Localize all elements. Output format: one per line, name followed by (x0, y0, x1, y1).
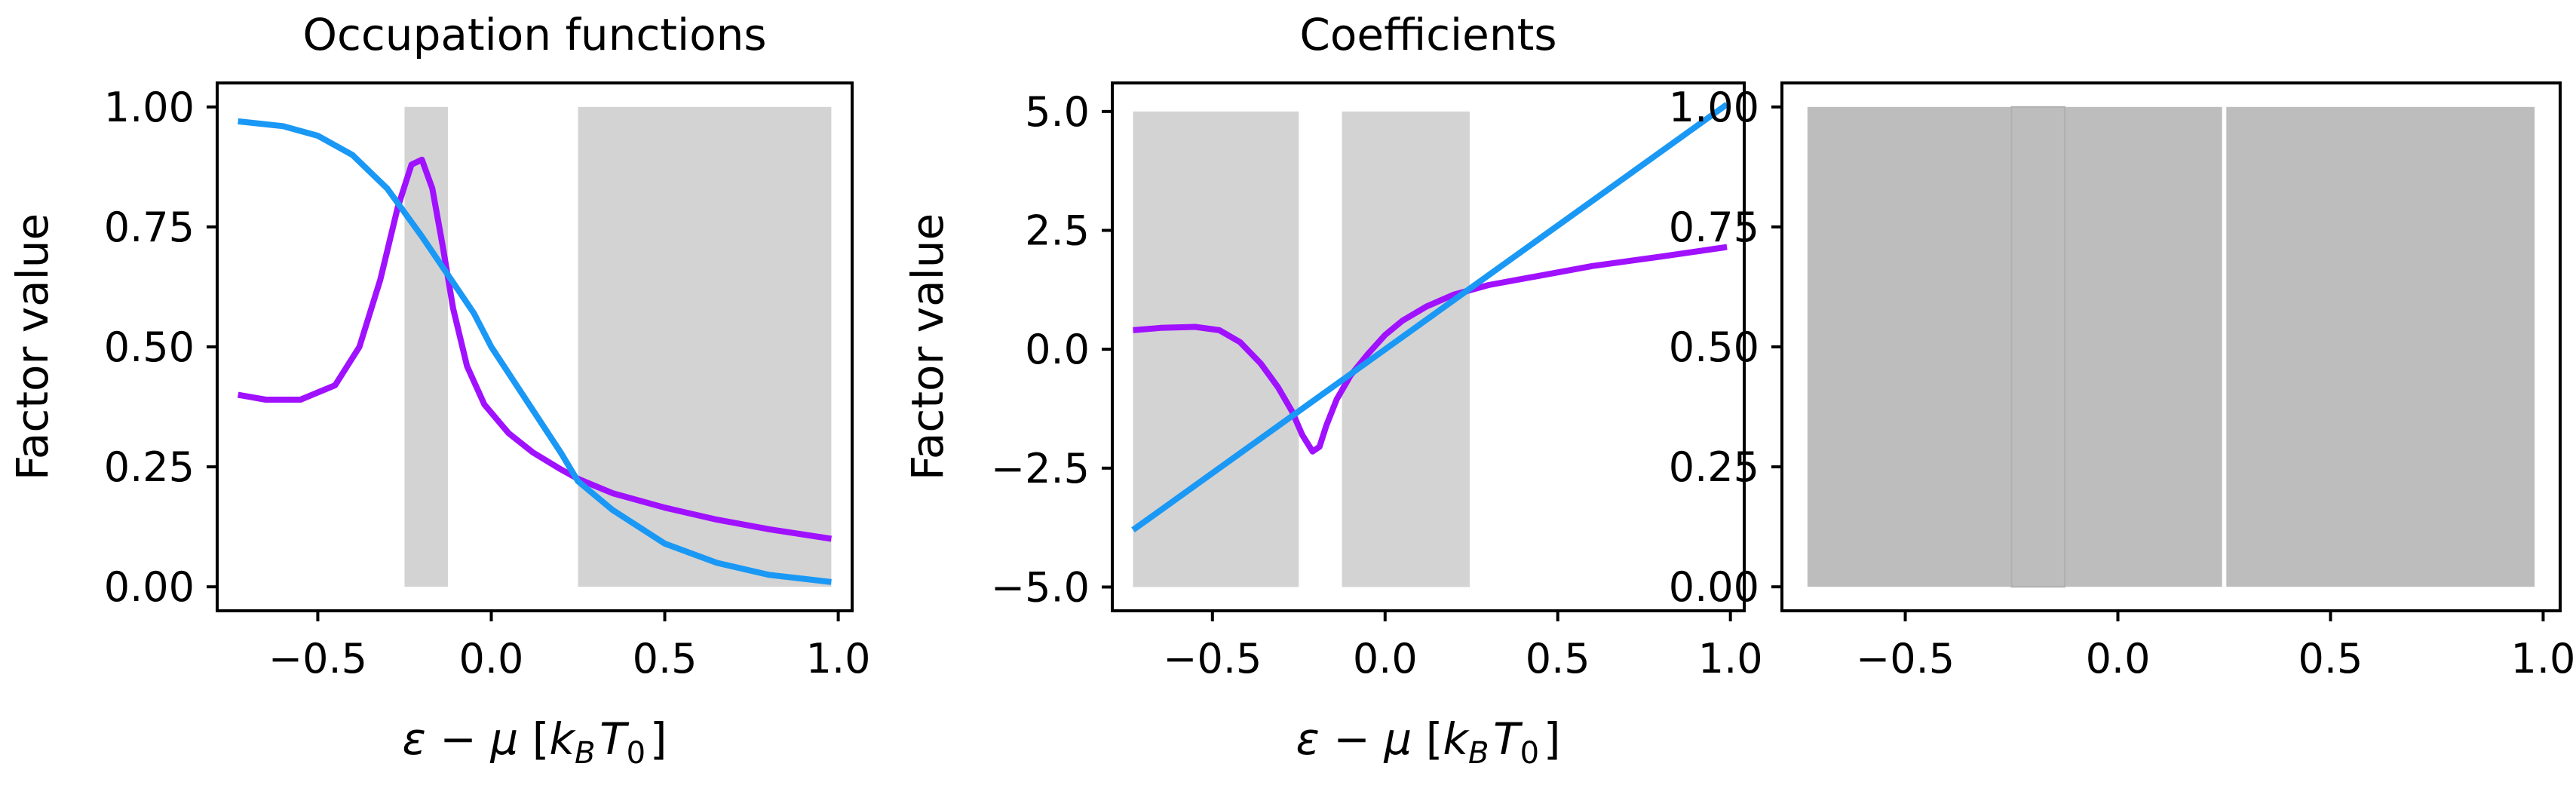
shaded-region (2010, 106, 2066, 588)
x-tick-label: 0.0 (2086, 635, 2151, 682)
y-tick-label: 1.00 (1669, 84, 1759, 131)
y-axis-label: Factor value (902, 213, 953, 480)
shaded-region (2226, 106, 2535, 587)
x-tick-label: 1.0 (2510, 635, 2575, 682)
shaded-region (404, 106, 448, 587)
series-line-2 (1131, 102, 1729, 533)
y-tick-label: 1.00 (104, 84, 195, 131)
x-axis-label: ε − μ [kB T0 ] (1296, 713, 1561, 771)
x-tick-label: −0.5 (1163, 635, 1262, 682)
series-line-1 (1133, 244, 1728, 455)
axes-frame (1111, 81, 1746, 612)
y-tick-label: 0.25 (104, 443, 195, 491)
x-tick-label: 1.0 (806, 635, 871, 682)
y-tick-label: 2.5 (1025, 207, 1090, 254)
shaded-region (1807, 106, 2222, 587)
x-tick-label: 0.0 (1353, 635, 1418, 682)
chart-panel-1: −0.5 0.0 0.5 1.0 0.00 0.25 0.50 0.75 1.00 Occupat… (7, 9, 871, 771)
chart-panel-2: −0.5 0.0 0.5 1.0 −5.0 −2.5 0.0 2.5 5.0 Coefficien… (902, 9, 1763, 771)
shaded-region (1342, 111, 1470, 587)
y-tick-label: 0.25 (1669, 443, 1759, 491)
y-tick-label: 0.50 (104, 324, 195, 371)
x-tick-label: 0.5 (2298, 635, 2363, 682)
x-axis-label: ε − μ [kB T0 ] (403, 713, 667, 771)
y-tick-label: 0.00 (104, 563, 195, 611)
x-tick-label: −0.5 (1856, 635, 1955, 682)
chart-panel-3: −0.5 0.0 0.5 1.0 0.00 0.25 0.50 0.75 1.00 (1669, 81, 2575, 682)
series-line-1 (237, 156, 833, 542)
y-tick-label: 0.50 (1669, 324, 1759, 371)
y-tick-label: −5.0 (991, 563, 1090, 611)
chart-title: Occupation functions (302, 9, 766, 60)
y-tick-label: 0.00 (1669, 563, 1759, 611)
x-tick-label: −0.5 (268, 635, 367, 682)
y-tick-label: 0.75 (104, 204, 195, 251)
chart-title: Coefficients (1299, 9, 1556, 60)
series-line-2 (238, 118, 832, 585)
y-axis-label: Factor value (7, 213, 58, 480)
x-tick-label: 1.0 (1698, 635, 1763, 682)
x-tick-label: 0.0 (459, 635, 524, 682)
y-tick-label: 0.75 (1669, 204, 1759, 251)
shaded-region (578, 106, 832, 587)
y-tick-label: 0.0 (1025, 326, 1090, 373)
y-tick-label: 5.0 (1025, 88, 1090, 136)
x-tick-label: 0.5 (1526, 635, 1590, 682)
x-tick-label: 0.5 (633, 635, 698, 682)
y-tick-label: −2.5 (991, 445, 1090, 492)
